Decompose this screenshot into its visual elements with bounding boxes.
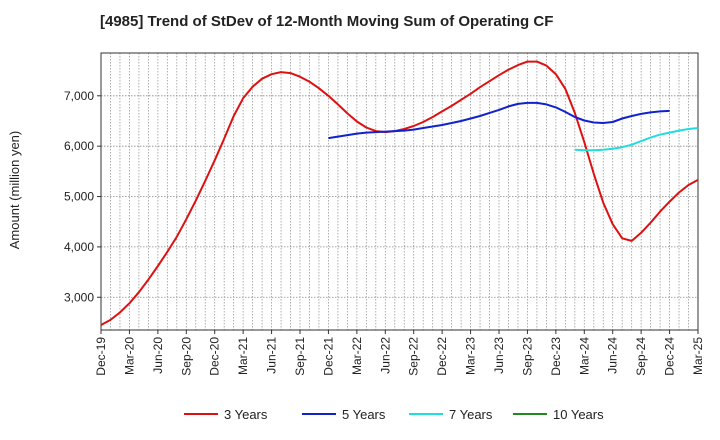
- y-axis-label: Amount (million yen): [7, 131, 22, 250]
- legend-label: 3 Years: [224, 407, 268, 422]
- series-line-7-years: [574, 127, 699, 152]
- y-tick-label: 3,000: [64, 290, 94, 304]
- x-tick-label: Mar-25: [691, 337, 705, 375]
- x-tick-label: Dec-23: [549, 337, 563, 376]
- legend-label: 7 Years: [449, 407, 493, 422]
- plot-frame: [100, 52, 699, 331]
- y-tick-label: 4,000: [64, 240, 94, 254]
- legend-label: 10 Years: [553, 407, 604, 422]
- y-tick-label: 5,000: [64, 190, 94, 204]
- series-line-5-years: [328, 101, 670, 140]
- x-tick-label: Mar-21: [236, 337, 250, 375]
- x-tick-label: Jun-22: [378, 337, 392, 374]
- series-layer: [100, 60, 699, 326]
- chart-title: [4985] Trend of StDev of 12-Month Moving…: [100, 13, 554, 30]
- x-tick-label: Dec-19: [94, 337, 108, 376]
- x-tick-label: Sep-24: [634, 337, 648, 376]
- x-tick-label: Jun-20: [151, 337, 165, 374]
- x-tick-label: Sep-22: [407, 337, 421, 376]
- x-tick-label: Jun-21: [265, 337, 279, 374]
- x-tick-label: Dec-24: [663, 337, 677, 376]
- x-tick-label: Sep-20: [179, 337, 193, 376]
- x-tick-label: Jun-24: [606, 337, 620, 374]
- y-axis-ticks: 3,000 4,000 5,000 6,000 7,000: [64, 89, 101, 304]
- series-line-3-years: [100, 60, 699, 326]
- y-tick-label: 7,000: [64, 89, 94, 103]
- x-tick-label: Mar-20: [122, 337, 136, 375]
- x-tick-label: Mar-22: [350, 337, 364, 375]
- legend-label: 5 Years: [342, 407, 386, 422]
- x-tick-label: Jun-23: [492, 337, 506, 374]
- legend: 3 Years 5 Years 7 Years 10 Years: [184, 407, 604, 422]
- y-tick-label: 6,000: [64, 139, 94, 153]
- grid-layer: [101, 53, 698, 330]
- x-tick-label: Sep-23: [520, 337, 534, 376]
- x-tick-label: Dec-22: [435, 337, 449, 376]
- x-axis-ticks: Dec-19 Mar-20 Jun-20 Sep-20 Dec-20 Mar-21 Jun-…: [94, 330, 705, 376]
- x-tick-label: Dec-20: [208, 337, 222, 376]
- x-tick-label: Mar-24: [577, 337, 591, 375]
- x-tick-label: Sep-21: [293, 337, 307, 376]
- x-tick-label: Dec-21: [321, 337, 335, 376]
- x-tick-label: Mar-23: [464, 337, 478, 375]
